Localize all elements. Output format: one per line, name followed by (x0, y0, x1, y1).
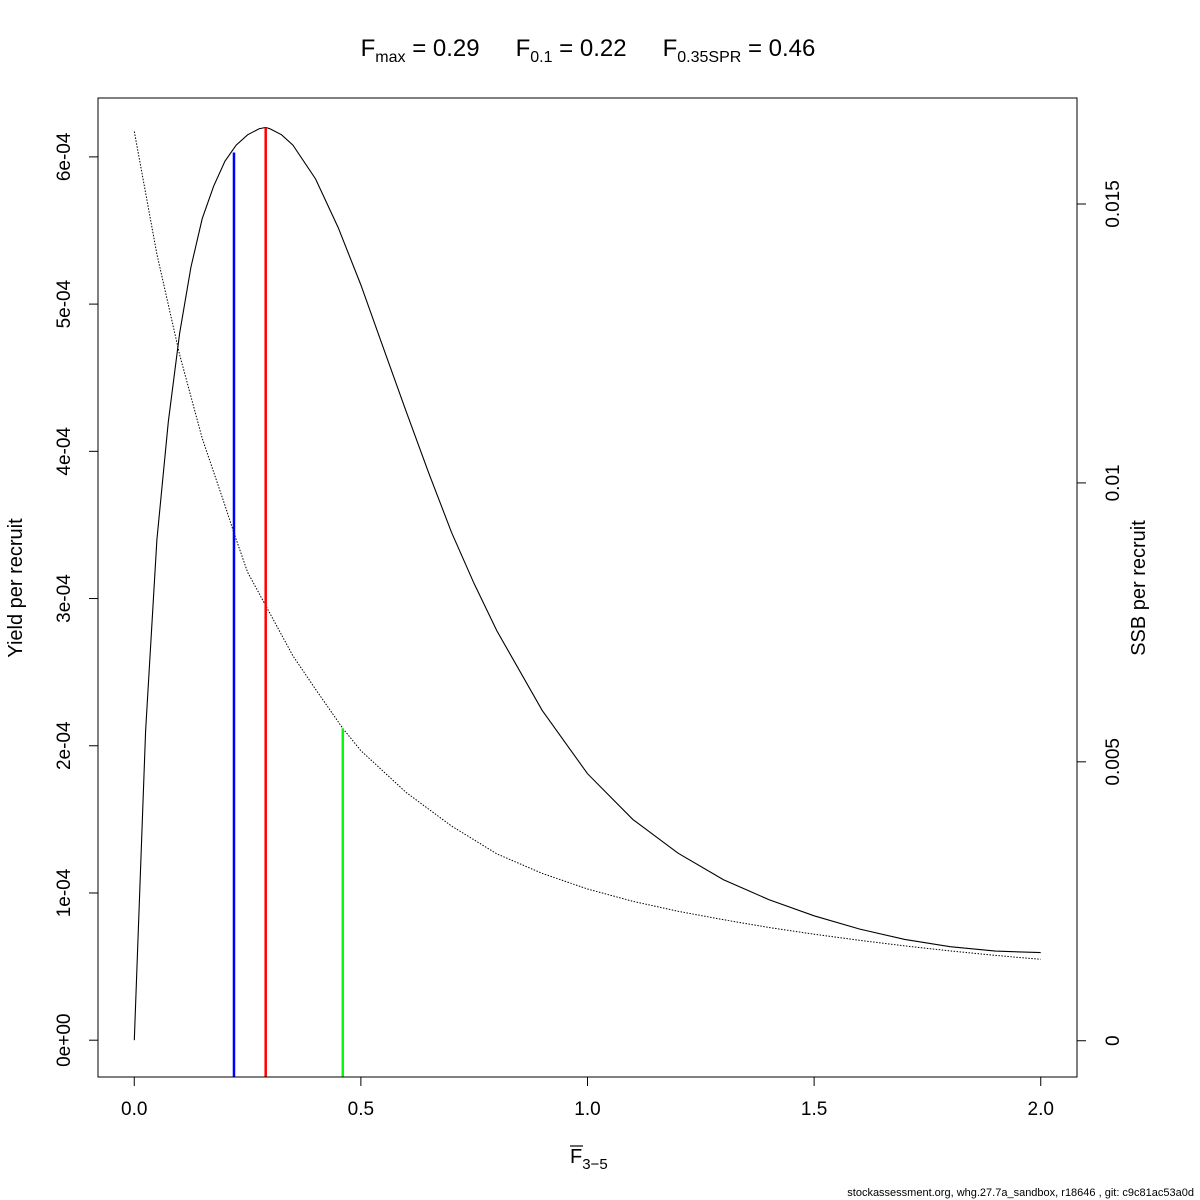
x-tick-label: 0.0 (121, 1099, 147, 1120)
title-symbol: F (361, 35, 376, 62)
y-axis-left: 0e+00 1e-04 2e-04 3e-04 4e-04 5e-04 6e-04 (54, 132, 99, 1067)
title-value: = 0.22 (553, 35, 627, 62)
x-axis-title-subscript: 3−5 (582, 1156, 607, 1173)
y-left-tick-label: 3e-04 (54, 574, 75, 623)
x-axis-title-text: F3−5 (570, 1146, 608, 1173)
x-tick-label: 1.5 (801, 1099, 827, 1120)
reference-lines (232, 127, 344, 1077)
title-value: = 0.29 (406, 35, 480, 62)
x-tick-label: 1.0 (574, 1099, 600, 1120)
x-axis-title-symbol: F (570, 1146, 582, 1168)
y-axis-right-title: SSB per recruit (1128, 520, 1150, 656)
y-left-tick-label: 1e-04 (54, 868, 75, 917)
y-left-tick-label: 6e-04 (54, 132, 75, 181)
series-layer (133, 126, 1041, 1041)
y-left-tick-label: 2e-04 (54, 721, 75, 770)
y-axis-left-title: Yield per recruit (5, 518, 27, 658)
y-right-tick-label: 0.005 (1103, 738, 1124, 786)
footer-credit: stockassessment.org, whg.27.7a_sandbox, … (847, 1187, 1194, 1199)
y-left-tick-label: 4e-04 (54, 427, 75, 476)
title-subscript: 0.35SPR (677, 49, 741, 66)
y-right-tick-label: 0 (1103, 1035, 1124, 1046)
title-subscript: max (375, 49, 405, 66)
y-right-tick-label: 0.015 (1103, 180, 1124, 228)
y-axis-right: 0 0.005 0.01 0.015 (1076, 180, 1124, 1046)
ssb-per-recruit-line (133, 131, 1041, 960)
y-left-tick-label: 0e+00 (54, 1014, 75, 1067)
title-symbol: F (516, 35, 531, 62)
title-value: = 0.46 (741, 35, 815, 62)
yield-per-recruit-line (133, 126, 1041, 1041)
title-symbol: F (663, 35, 678, 62)
x-tick-label: 0.5 (348, 1099, 374, 1120)
chart-title: Fmax = 0.29 F0.1 = 0.22 F0.35SPR = 0.46 (361, 35, 816, 66)
y-right-tick-label: 0.01 (1103, 464, 1124, 501)
title-subscript: 0.1 (530, 49, 552, 66)
y-left-tick-label: 5e-04 (54, 279, 75, 328)
x-axis-title: F3−5 (570, 1145, 608, 1173)
x-tick-label: 2.0 (1028, 1099, 1054, 1120)
x-axis: 0.0 0.5 1.0 1.5 2.0 (121, 1076, 1054, 1120)
